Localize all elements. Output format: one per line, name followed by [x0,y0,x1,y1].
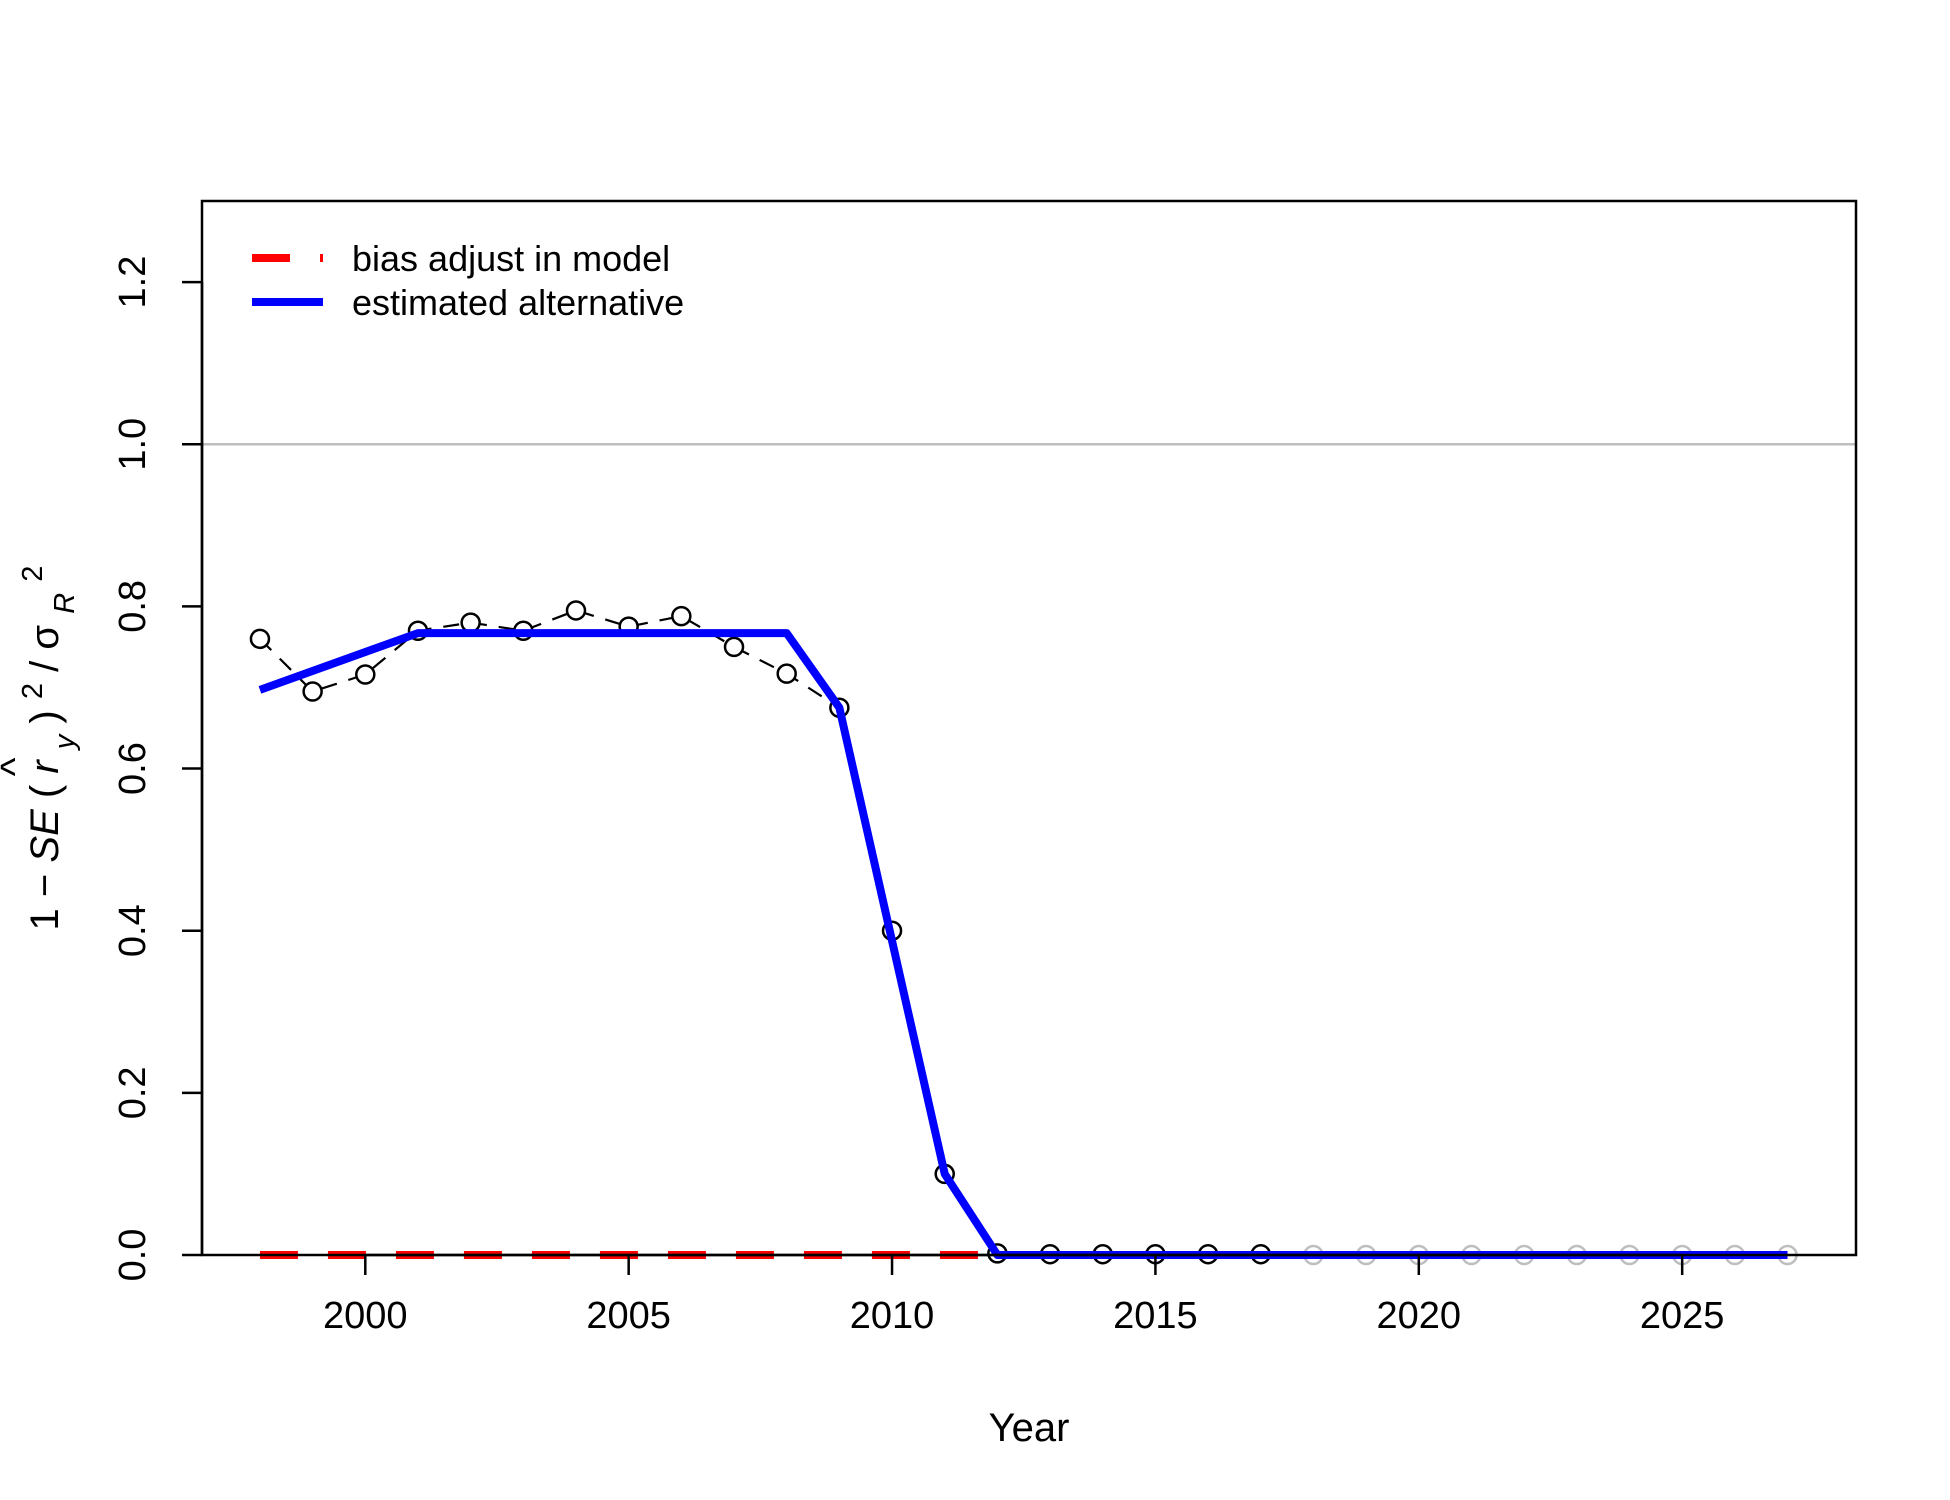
y-title-exp1: 2 [17,683,49,699]
data-point [565,600,587,621]
y-tick-label: 0.0 [112,1229,154,1282]
y-tick-label: 0.8 [112,580,154,633]
data-point [776,663,797,684]
y-tick-label: 0.4 [112,904,154,957]
plot-frame [200,199,1858,1257]
y-tick-label: 1.2 [112,256,154,309]
y-title-close: ) [23,710,67,723]
data-point [460,612,481,633]
y-title-sigma: σ [23,625,67,650]
x-tick-label: 2025 [1640,1295,1725,1337]
data-point [671,605,692,627]
x-tick-label: 2005 [586,1295,671,1337]
series-line-1 [258,629,1788,1259]
y-title-r: r [23,759,67,774]
y-title-sigma-sub: R [49,593,81,614]
y-title-hat: ^ [0,757,37,776]
y-tick-label: 0.6 [112,742,154,795]
y-title-exp2: 2 [17,566,49,582]
y-title-open: ( [23,784,67,798]
y-title-minus: − [23,874,67,897]
data-point [249,628,271,650]
y-tick-label: 1.0 [112,418,154,471]
x-tick-label: 2020 [1377,1295,1462,1337]
x-axis-title: Year [989,1406,1070,1450]
x-axis: 2000 2005 2010 2015 2020 2025 [323,1253,1725,1337]
legend: bias adjust in model estimated alternati… [252,238,684,323]
y-axis-title: 1 − SE ( r y ) 2 / σ R 2 [17,566,81,931]
data-point [302,681,323,702]
y-title-r-sub: y [49,733,81,751]
points-connector [259,609,1261,1256]
y-axis: 0.0 0.2 0.4 0.6 0.8 1.0 1.2 [112,256,204,1282]
y-title-slash: / [23,660,67,672]
data-points-layer [249,600,1798,1266]
data-point [355,664,376,685]
x-tick-label: 2015 [1113,1295,1198,1337]
y-title-one: 1 [23,908,67,930]
y-title-se: SE [23,808,67,863]
x-tick-label: 2010 [850,1295,935,1337]
series-layer [258,629,1788,1259]
data-point [723,636,745,658]
legend-label-bias-adjust: bias adjust in model [352,238,670,279]
x-tick-label: 2000 [323,1295,408,1337]
y-tick-label: 0.2 [112,1066,154,1119]
legend-label-estimated-alternative: estimated alternative [352,282,684,323]
